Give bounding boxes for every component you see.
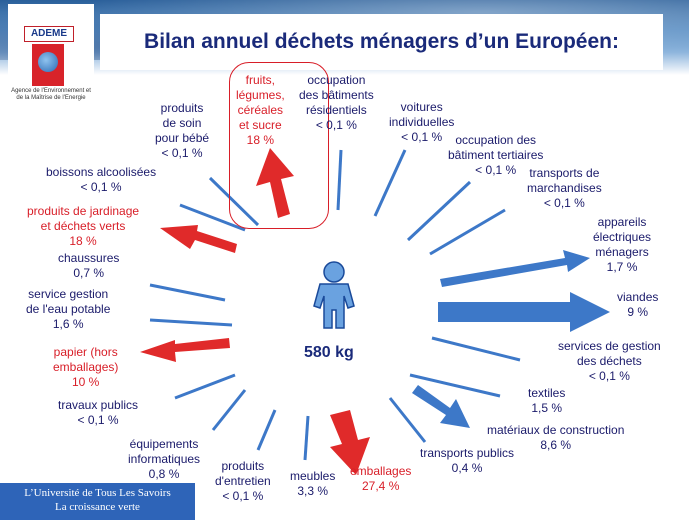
arrow-eau-potable — [149, 318, 233, 327]
arrow-meubles — [303, 415, 310, 461]
logo-brand: ADEME — [24, 26, 74, 42]
label-voitures: voitures individuelles < 0,1 % — [389, 100, 455, 144]
arrow-voitures — [373, 149, 407, 217]
footer-banner: L’Université de Tous Les Savoirs La croi… — [0, 483, 195, 520]
arrow-boissons — [179, 203, 246, 232]
highlight-frame — [229, 62, 329, 229]
arrow-services-dechets — [431, 336, 521, 362]
globe-icon — [38, 52, 58, 72]
label-occupation-residentiels: occupation des bâtiments résidentiels < 0,1… — [299, 73, 374, 132]
label-textiles: textiles 1,5 % — [528, 386, 566, 415]
label-soin-bebe: produits de soin pour bébé < 0,1 % — [155, 101, 210, 160]
arrow-jardinage — [160, 225, 237, 253]
arrow-transports-publics — [388, 397, 427, 443]
thin-arrows — [149, 149, 521, 461]
footer-line1: L’Université de Tous Les Savoirs — [24, 487, 171, 499]
arrow-occupation-tertiaires — [406, 180, 472, 242]
label-produits-entretien: produits d'entretien < 0,1 % — [215, 459, 271, 503]
label-jardinage: produits de jardinage et déchets verts 18 … — [27, 204, 140, 248]
arrow-papier — [140, 338, 230, 362]
total-weight: 580 kg — [304, 344, 354, 361]
page-title: Bilan annuel déchets ménagers d’un Europ… — [144, 30, 619, 53]
arrow-equipements — [211, 389, 247, 431]
label-transports-publics: transports publics 0,4 % — [420, 446, 515, 475]
label-equipements: équipements informatiques 0,8 % — [128, 437, 201, 481]
arrow-fruits — [256, 148, 294, 218]
label-occupation-tertiaires: occupation des bâtiment tertiaires < 0,1 % — [448, 133, 544, 177]
arrow-appareils — [440, 250, 590, 287]
label-eau-potable: service gestion de l'eau potable 1,6 % — [26, 287, 111, 331]
arrow-travaux-publics — [174, 373, 236, 400]
person-icon — [313, 261, 355, 329]
label-services-dechets: services de gestion des déchets < 0,1 % — [558, 339, 661, 383]
arrow-materiaux — [412, 385, 470, 428]
arrow-produits-entretien — [256, 409, 277, 451]
label-appareils: appareils électriques ménagers 1,7 % — [593, 215, 652, 274]
label-papier: papier (hors emballages) 10 % — [53, 345, 119, 389]
label-materiaux: matériaux de construction 8,6 % — [487, 423, 625, 452]
footer-line2: La croissance verte — [55, 501, 140, 513]
ademe-logo: ADEME Agence de l'Environnement et de la… — [8, 4, 94, 101]
arrow-emballages — [330, 410, 370, 475]
label-chaussures: chaussures 0,7 % — [58, 251, 120, 280]
label-viandes: viandes 9 % — [617, 290, 659, 319]
logo-subtitle: Agence de l'Environnement et de la Maîtr… — [11, 88, 91, 101]
label-transports-marchandises: transports de marchandises < 0,1 % — [527, 166, 602, 210]
arrow-viandes — [438, 292, 610, 332]
arrow-textiles — [409, 373, 501, 398]
label-fruits: fruits, légumes, céréales et sucre 18 % — [236, 73, 285, 147]
arrow-soin-bebe — [208, 176, 260, 227]
label-meubles: meubles 3,3 % — [290, 469, 336, 498]
arrow-occupation-residentiels — [336, 149, 343, 211]
label-emballages: emballages 27,4 % — [350, 464, 412, 493]
title-box: Bilan annuel déchets ménagers d’un Europ… — [100, 14, 663, 70]
label-travaux-publics: travaux publics < 0,1 % — [58, 398, 139, 427]
arrow-transports-marchandises — [429, 208, 506, 256]
label-boissons: boissons alcoolisées < 0,1 % — [46, 165, 157, 194]
arrow-chaussures — [149, 283, 226, 302]
